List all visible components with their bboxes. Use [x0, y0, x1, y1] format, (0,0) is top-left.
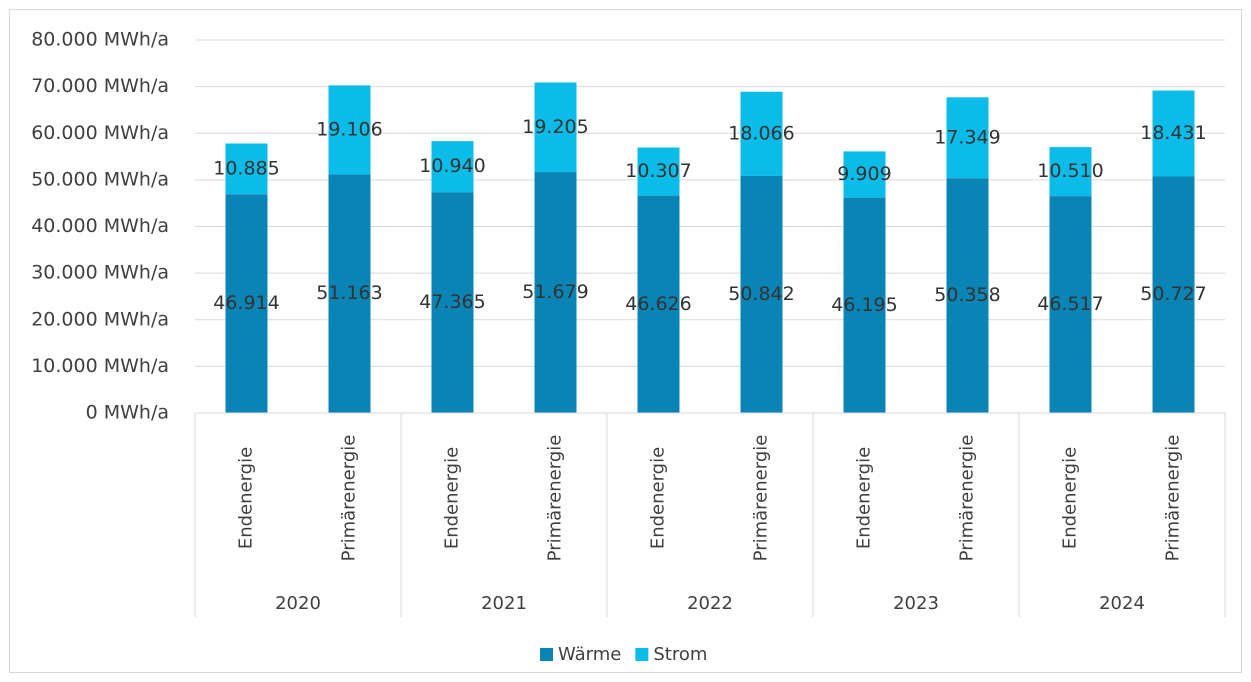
bar-segment [225, 143, 268, 195]
bar-segment [946, 178, 989, 413]
value-label: 10.940 [419, 155, 485, 177]
y-tick-label: 80.000 MWh/a [31, 29, 169, 51]
value-label: 10.307 [625, 160, 691, 182]
x-tick-label: Endenergie [854, 447, 875, 549]
y-tick-label: 70.000 MWh/a [31, 75, 169, 97]
legend-label: Strom [653, 644, 707, 665]
legend-label: Wärme [558, 644, 621, 665]
chart-border [9, 9, 1242, 673]
value-label: 9.909 [837, 163, 891, 185]
legend-swatch [635, 648, 649, 661]
bar-segment [328, 174, 371, 413]
bar-segment [740, 175, 783, 413]
value-label: 18.066 [728, 122, 794, 144]
value-label: 46.914 [213, 292, 279, 314]
value-label: 10.510 [1037, 160, 1103, 182]
y-tick-label: 40.000 MWh/a [31, 215, 169, 237]
group-label: 2022 [687, 593, 733, 614]
value-label: 19.205 [522, 116, 588, 138]
x-tick-label: Endenergie [648, 447, 669, 549]
value-label: 46.626 [625, 293, 691, 315]
value-label: 19.106 [316, 118, 382, 140]
bar-segment [1152, 176, 1195, 413]
x-tick-label: Primärenergie [1163, 435, 1184, 562]
bar-segment [946, 97, 989, 179]
value-label: 18.431 [1140, 122, 1206, 144]
x-tick-label: Endenergie [236, 447, 257, 549]
legend-swatch [540, 648, 553, 661]
bar-segment [1152, 90, 1195, 177]
bar-segment [431, 141, 474, 193]
bar-segment [843, 197, 886, 413]
x-tick-label: Primärenergie [751, 435, 772, 562]
y-tick-label: 60.000 MWh/a [31, 122, 169, 144]
bar-segment [637, 147, 680, 196]
bar-segment [1049, 196, 1092, 413]
group-label: 2020 [275, 593, 321, 614]
y-tick-label: 20.000 MWh/a [31, 308, 169, 330]
value-label: 50.842 [728, 283, 794, 305]
x-tick-label: Primärenergie [957, 435, 978, 562]
bar-segment [843, 151, 886, 198]
bar-segment [534, 172, 577, 413]
bar-segment [225, 194, 268, 413]
bar-segment [1049, 147, 1092, 197]
bar-segment [637, 195, 680, 413]
y-tick-label: 30.000 MWh/a [31, 262, 169, 284]
group-label: 2023 [893, 593, 939, 614]
value-label: 51.163 [316, 282, 382, 304]
value-label: 10.885 [213, 157, 279, 179]
value-label: 51.679 [522, 281, 588, 303]
value-label: 50.358 [934, 284, 1000, 306]
y-tick-label: 0 MWh/a [86, 402, 169, 424]
x-tick-label: Endenergie [442, 447, 463, 549]
group-label: 2024 [1099, 593, 1145, 614]
value-label: 50.727 [1140, 283, 1206, 305]
value-label: 47.365 [419, 291, 485, 313]
x-tick-label: Endenergie [1060, 447, 1081, 549]
x-tick-label: Primärenergie [545, 435, 566, 562]
y-tick-label: 50.000 MWh/a [31, 168, 169, 190]
bar-segment [534, 82, 577, 173]
value-label: 46.517 [1037, 293, 1103, 315]
value-label: 17.349 [934, 126, 1000, 148]
x-tick-label: Primärenergie [339, 435, 360, 562]
bar-segment [431, 192, 474, 413]
value-label: 46.195 [831, 294, 897, 316]
bar-segment [328, 85, 371, 175]
y-tick-label: 10.000 MWh/a [31, 355, 169, 377]
group-label: 2021 [481, 593, 527, 614]
bar-segment [740, 91, 783, 176]
